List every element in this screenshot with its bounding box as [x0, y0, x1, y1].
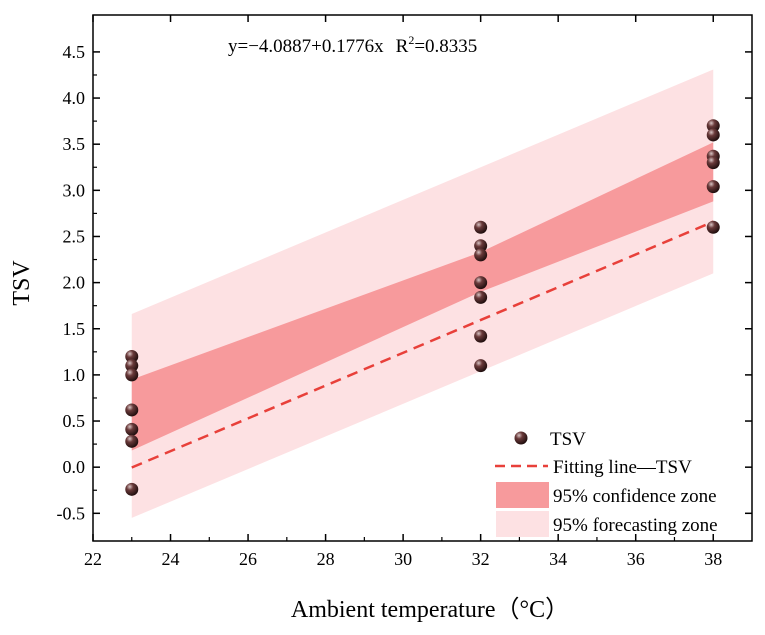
legend-marker-tsv [514, 431, 528, 445]
data-point-19 [706, 220, 720, 234]
points-layer [125, 119, 720, 496]
legend: TSV Fitting line—TSV 95% confidence zone… [495, 429, 718, 537]
axes-layer: 22 24 26 28 30 32 34 36 38 -0.5 0.0 0.5 1.0 1.5 2.0 2.5… [57, 14, 753, 569]
legend-label-fit-line: Fitting line—TSV [553, 457, 692, 478]
x-tick-label-28: 28 [317, 549, 335, 569]
fit-line-layer [131, 220, 714, 469]
fit-line [131, 220, 714, 469]
data-point-14 [706, 119, 720, 133]
legend-label-forecast: 95% forecasting zone [553, 515, 718, 536]
x-tick-label-24: 24 [162, 549, 180, 569]
data-point-6 [125, 482, 139, 496]
legend-marker-confidence [496, 482, 549, 508]
data-point-13 [474, 359, 488, 373]
y-tick-label-1.5: 1.5 [63, 319, 86, 339]
data-point-11 [474, 290, 488, 304]
data-point-4 [125, 422, 139, 436]
y-tick-label--0.5: -0.5 [57, 503, 86, 523]
y-tick-label-2.0: 2.0 [63, 273, 86, 293]
x-tick-label-36: 36 [627, 549, 645, 569]
legend-marker-forecast [496, 511, 549, 537]
x-tick-label-38: 38 [704, 549, 722, 569]
legend-label-tsv: TSV [550, 429, 586, 450]
confidence-zone-layer [131, 142, 714, 451]
data-point-7 [474, 220, 488, 234]
data-point-10 [474, 276, 488, 290]
x-tick-label-34: 34 [549, 549, 567, 569]
y-axis-title: TSV [9, 260, 35, 306]
data-point-2 [125, 368, 139, 382]
y-tick-label-0.5: 0.5 [63, 411, 86, 431]
data-point-5 [125, 434, 139, 448]
x-tick-label-22: 22 [84, 549, 102, 569]
data-point-1 [125, 359, 139, 373]
legend-label-confidence: 95% confidence zone [553, 486, 717, 507]
data-point-12 [474, 329, 488, 343]
y-tick-label-3.0: 3.0 [63, 180, 86, 200]
plot-frame [92, 14, 753, 542]
y-tick-label-1.0: 1.0 [63, 365, 86, 385]
y-tick-label-2.5: 2.5 [63, 226, 86, 246]
y-tick-label-4.5: 4.5 [63, 42, 86, 62]
data-point-15 [706, 128, 720, 142]
fit-equation-annotation: y=−4.0887+0.1776x R2=0.8335 [228, 33, 477, 57]
x-tick-label-32: 32 [472, 549, 490, 569]
confidence-zone-band [131, 142, 714, 451]
x-axis-title: Ambient temperature（°C） [291, 597, 569, 623]
data-point-3 [125, 403, 139, 417]
x-tick-label-26: 26 [239, 549, 257, 569]
data-point-17 [706, 156, 720, 170]
data-point-0 [125, 349, 139, 363]
data-point-8 [474, 239, 488, 253]
data-point-9 [474, 248, 488, 262]
y-tick-label-0.0: 0.0 [63, 457, 86, 477]
y-tick-label-4.0: 4.0 [63, 88, 86, 108]
x-tick-label-30: 30 [394, 549, 412, 569]
data-point-18 [706, 180, 720, 194]
y-tick-label-3.5: 3.5 [63, 134, 86, 154]
